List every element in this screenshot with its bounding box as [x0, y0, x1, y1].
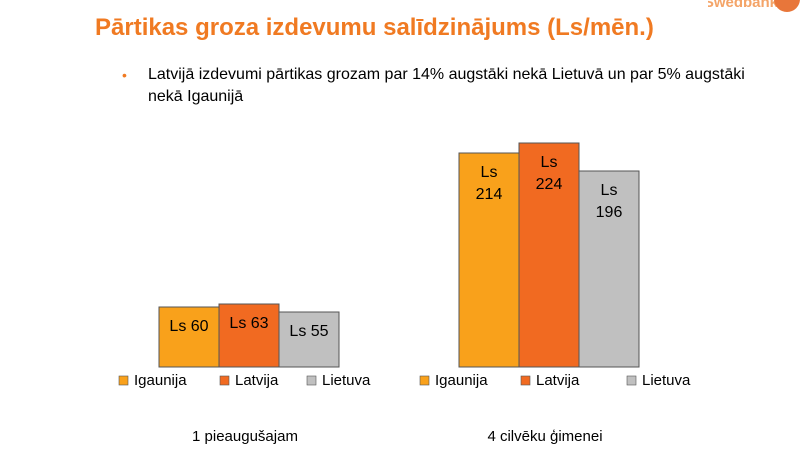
- bar-igaunija: [158, 306, 220, 368]
- bar-lietuva: [578, 170, 640, 368]
- chart-group-2: Ls 214 Ls 224 Ls 196 Igaunija Latvija Lietuva 4 c…: [419, 142, 691, 445]
- legend-label-igaunija: Igaunija: [435, 372, 488, 389]
- page-title: Pārtikas groza izdevumu salīdzinājums (L…: [95, 14, 654, 41]
- bullet-icon: •: [122, 67, 127, 83]
- bar-latvija: [518, 142, 580, 368]
- data-label: Ls 60: [169, 318, 208, 335]
- bar-lietuva: [278, 311, 340, 368]
- bar-igaunija: [458, 152, 520, 368]
- chart-group-1: Ls 60 Ls 63 Ls 55 Igaunija Latvija Lietuva 1 p…: [118, 303, 371, 445]
- data-label: Ls 63: [229, 315, 268, 332]
- legend-swatch-latvija: [520, 375, 531, 386]
- legend-label-latvija: Latvija: [235, 372, 279, 389]
- legend-swatch-latvija: [219, 375, 230, 386]
- data-label: Ls 196: [596, 182, 623, 221]
- data-label: Ls 214: [476, 164, 503, 203]
- legend-label-lietuva: Lietuva: [642, 372, 691, 389]
- legend-swatch-lietuva: [626, 375, 637, 386]
- logo-text: Swedbank: [708, 0, 778, 11]
- bullet-text: Latvijā izdevumi pārtikas grozam par 14%…: [148, 66, 745, 105]
- legend-label-latvija: Latvija: [536, 372, 580, 389]
- group-label: 1 pieaugušajam: [192, 428, 298, 445]
- logo: Swedbank: [708, 0, 800, 14]
- data-label: Ls 224: [536, 154, 563, 193]
- data-label: Ls 55: [289, 323, 328, 340]
- bar-latvija: [218, 303, 280, 368]
- legend-label-igaunija: Igaunija: [134, 372, 187, 389]
- legend-swatch-lietuva: [306, 375, 317, 386]
- legend-swatch-igaunija: [419, 375, 430, 386]
- logo-icon: [774, 0, 800, 12]
- legend-swatch-igaunija: [118, 375, 129, 386]
- group-label: 4 cilvēku ģimenei: [487, 428, 602, 445]
- legend-label-lietuva: Lietuva: [322, 372, 371, 389]
